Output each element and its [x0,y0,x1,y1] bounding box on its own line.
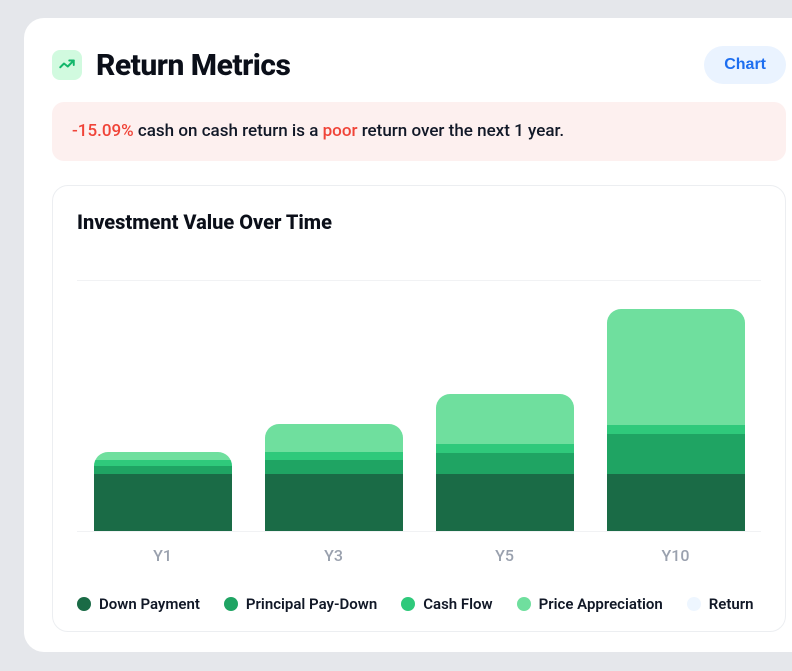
legend-swatch [517,597,531,611]
legend-label: Return [709,595,754,613]
legend-label: Down Payment [99,595,200,613]
bars-row: $235,0k $317,6k $406,5k$660,9k [77,281,761,531]
x-tick: Y3 [248,546,419,565]
bar-segment [607,425,745,434]
bar-segment [607,434,745,474]
bar-segment [265,474,403,531]
legend-swatch [401,597,415,611]
x-axis: Y1Y3Y5Y10 [77,546,761,565]
bar-y5: $406,5k [436,394,574,531]
legend-swatch [224,597,238,611]
return-alert: -15.09% cash on cash return is a poor re… [52,102,786,161]
legend-item: Principal Pay-Down [224,595,377,613]
bar-segment [607,309,745,425]
alert-text-1: cash on cash return is a [134,121,323,141]
chart-title: Investment Value Over Time [77,210,761,234]
bar-segment [94,466,232,473]
bar-segment [436,453,574,474]
metrics-card: Return Metrics Chart -15.09% cash on cas… [24,18,792,652]
bar-segment [436,394,574,444]
legend-item: Return [687,595,754,613]
alert-text-2: return over the next 1 year. [357,121,564,141]
header-row: Return Metrics Chart [52,46,786,84]
bar-segment [607,474,745,531]
bar-segment [436,444,574,453]
bar-slot: $235,0k [77,452,248,531]
alert-percent: -15.09% [72,121,134,141]
trend-up-icon [58,56,76,74]
legend-label: Price Appreciation [539,595,663,613]
legend-swatch [77,597,91,611]
bar-slot: $317,6k [248,424,419,531]
bar-segment [94,474,232,531]
bar-segment [436,474,574,531]
bar-y3: $317,6k [265,424,403,531]
chart-area: $235,0k $317,6k $406,5k$660,9k [77,280,761,532]
bar-segment [265,460,403,473]
bar-y1: $235,0k [94,452,232,531]
bar-segment [265,452,403,460]
bar-y10: $660,9k [607,309,745,531]
x-tick: Y10 [590,546,761,565]
chart-toggle-button[interactable]: Chart [704,46,786,84]
metrics-badge [52,50,82,80]
legend-item: Price Appreciation [517,595,663,613]
bar-slot: $406,5k [419,394,590,531]
x-tick: Y5 [419,546,590,565]
alert-quality: poor [323,121,358,141]
bar-slot: $660,9k [590,309,761,531]
legend-item: Cash Flow [401,595,492,613]
legend-item: Down Payment [77,595,200,613]
legend-label: Cash Flow [423,595,492,613]
chart-panel: Investment Value Over Time $235,0k $317,6… [52,185,786,632]
legend-swatch [687,597,701,611]
x-tick: Y1 [77,546,248,565]
legend: Down Payment Principal Pay-Down Cash Flow P… [77,595,761,613]
bar-segment [94,452,232,460]
page-title: Return Metrics [96,48,290,83]
bar-segment [265,424,403,452]
legend-label: Principal Pay-Down [246,595,377,613]
